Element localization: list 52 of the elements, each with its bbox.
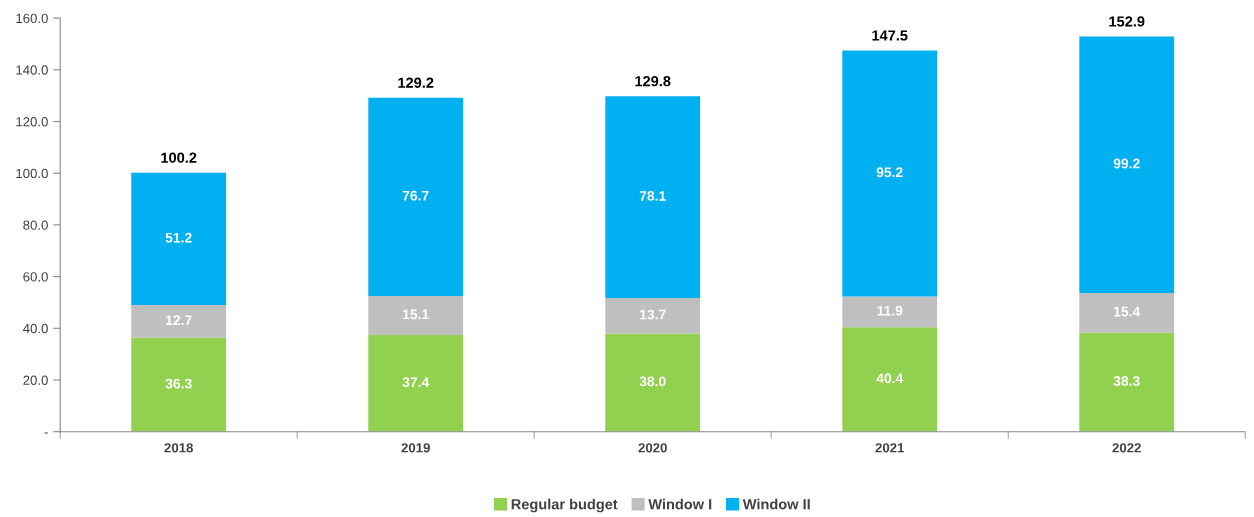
- data-label: 12.7: [166, 315, 192, 326]
- x-tick-label: 2018: [164, 443, 193, 453]
- x-tick-label: 2022: [1112, 443, 1141, 453]
- bar: [605, 333, 701, 432]
- legend-label: Regular budget: [511, 498, 618, 513]
- bar: [368, 335, 464, 432]
- data-label: 99.2: [1113, 158, 1140, 169]
- bar: [368, 295, 464, 336]
- data-label: 37.4: [402, 377, 430, 388]
- data-label: 15.1: [403, 309, 429, 320]
- y-tick-label: 40.0: [23, 323, 48, 334]
- total-label: 129.8: [635, 76, 671, 87]
- legend-label: Window I: [648, 498, 712, 510]
- bar: [1079, 36, 1175, 293]
- x-tick-label: 2021: [875, 443, 905, 453]
- total-label: 147.5: [872, 30, 908, 41]
- x-tick-label: 2019: [401, 443, 430, 453]
- total-label: 129.2: [398, 77, 434, 88]
- y-tick-label: 120.0: [16, 117, 48, 127]
- data-label: 11.9: [877, 305, 903, 316]
- y-tick-label: 160.0: [16, 13, 48, 24]
- y-tick-label: -: [44, 432, 48, 434]
- total-label: 152.9: [1109, 16, 1145, 27]
- bar: [131, 337, 227, 432]
- x-tick-label: 2020: [638, 443, 667, 453]
- data-label: 15.4: [1114, 306, 1141, 317]
- data-label: 76.7: [402, 190, 429, 201]
- data-label: 38.0: [639, 376, 666, 387]
- bar: [1079, 292, 1175, 333]
- y-tick-label: 60.0: [23, 272, 48, 282]
- legend-label: Window II: [742, 498, 810, 510]
- data-label: 38.3: [1113, 376, 1140, 386]
- bar: [605, 298, 701, 334]
- data-label: 51.2: [165, 232, 192, 243]
- data-label: 40.4: [876, 373, 904, 384]
- data-label: 78.1: [639, 191, 666, 201]
- y-tick-label: 100.0: [16, 168, 48, 179]
- bar: [368, 97, 464, 296]
- y-tick-label: 140.0: [16, 65, 48, 75]
- data-label: 95.2: [876, 167, 903, 178]
- data-label: 36.3: [165, 378, 192, 389]
- bar: [1079, 332, 1175, 432]
- y-tick-label: 80.0: [23, 220, 48, 230]
- bar: [605, 96, 701, 299]
- bar: [842, 50, 938, 297]
- y-tick-label: 20.0: [23, 375, 48, 385]
- bar: [842, 296, 938, 328]
- bar: [131, 305, 227, 338]
- total-label: 100.2: [161, 152, 197, 163]
- bar: [842, 327, 938, 432]
- data-label: 13.7: [640, 309, 666, 320]
- bar: [131, 172, 227, 306]
